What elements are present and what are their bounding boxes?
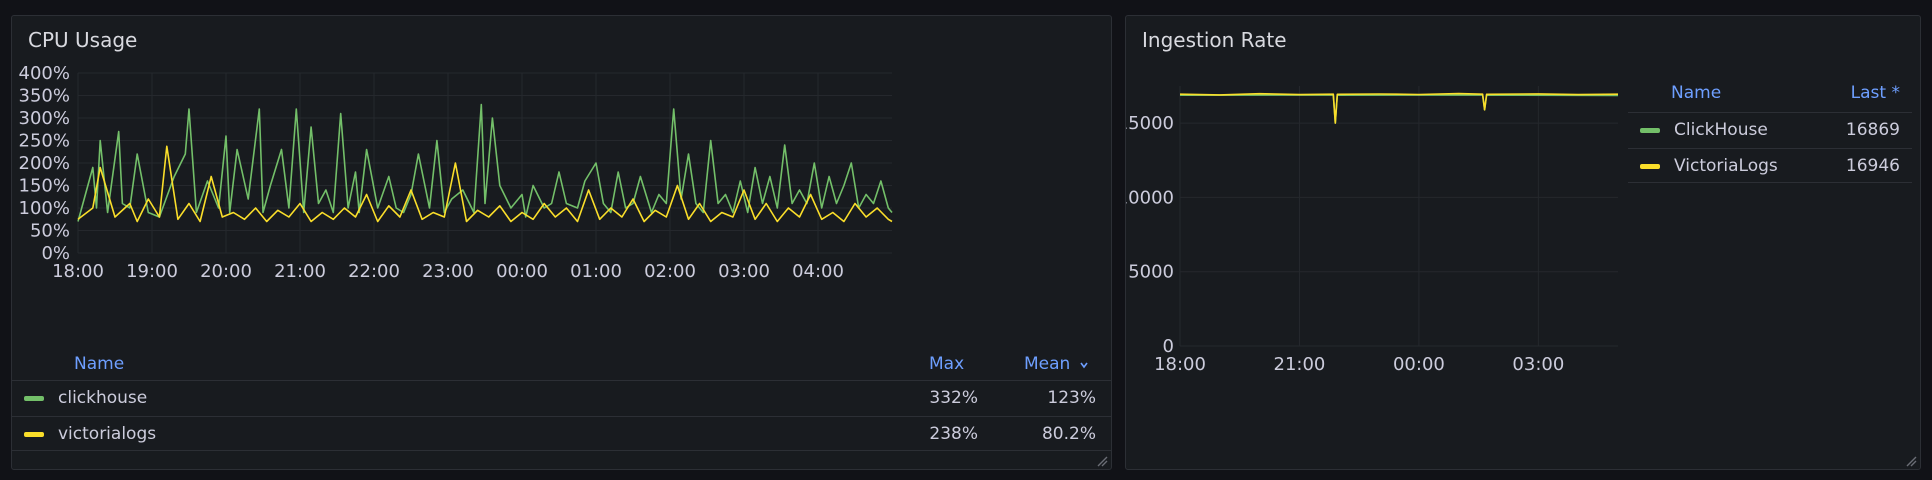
- x-tick-label: 20:00: [200, 261, 252, 282]
- legend-header-name[interactable]: Name: [74, 354, 125, 374]
- y-tick-label: 350%: [19, 86, 70, 107]
- y-tick-label: 300%: [19, 108, 70, 129]
- y-tick-label: 0%: [41, 243, 70, 264]
- y-tick-label: 150%: [19, 176, 70, 197]
- panel-title[interactable]: CPU Usage: [28, 28, 138, 52]
- ingestion-rate-chart[interactable]: 0 5000 10000 15000 18:00 21:00 00:00 03:00: [1126, 16, 1636, 470]
- series-name: victorialogs: [58, 424, 157, 444]
- legend-header-name[interactable]: Name: [1671, 83, 1722, 103]
- y-tick-label: 5000: [1128, 262, 1174, 283]
- y-tick-label: 0: [1163, 336, 1174, 357]
- legend-row-victorialogs[interactable]: victorialogs 238% 80.2%: [12, 416, 1111, 451]
- cpu-usage-panel[interactable]: CPU Usage 0% 50% 100% 150% 200% 250% 300% 350% 4…: [11, 15, 1112, 470]
- legend-header-mean[interactable]: Mean: [1024, 354, 1088, 374]
- y-tick-label: 50%: [30, 221, 70, 242]
- panel-resize-handle[interactable]: [1094, 452, 1108, 467]
- y-tick-label: 200%: [19, 153, 70, 174]
- x-tick-label: 18:00: [52, 261, 104, 282]
- legend-row-clickhouse[interactable]: ClickHouse 16869: [1628, 112, 1912, 147]
- series-color-swatch[interactable]: [24, 432, 44, 437]
- legend-header-mean-label: Mean: [1024, 354, 1071, 374]
- legend-header-max[interactable]: Max: [929, 354, 965, 374]
- series-line-clickhouse[interactable]: [77, 103, 893, 222]
- legend-header-last[interactable]: Last *: [1850, 83, 1900, 103]
- series-line-victorialogs[interactable]: [1179, 92, 1619, 124]
- series-mean: 123%: [1047, 388, 1096, 408]
- series-line-clickhouse[interactable]: [1179, 94, 1619, 124]
- x-tick-label: 03:00: [1512, 354, 1564, 375]
- legend-row-victorialogs[interactable]: VictoriaLogs 16946: [1628, 148, 1912, 183]
- x-tick-label: 19:00: [126, 261, 178, 282]
- series-mean: 80.2%: [1041, 424, 1096, 444]
- series-color-swatch[interactable]: [1640, 164, 1660, 169]
- panel-resize-handle[interactable]: [1903, 452, 1917, 467]
- x-tick-label: 23:00: [422, 261, 474, 282]
- x-tick-label: 22:00: [348, 261, 400, 282]
- x-tick-label: 18:00: [1154, 354, 1206, 375]
- y-tick-label: 10000: [1126, 187, 1174, 208]
- series-max: 238%: [929, 424, 978, 444]
- panel-title[interactable]: Ingestion Rate: [1142, 28, 1287, 52]
- x-tick-label: 00:00: [1393, 354, 1445, 375]
- x-tick-label: 04:00: [792, 261, 844, 282]
- series-line-victorialogs[interactable]: [77, 145, 893, 223]
- y-tick-label: 100%: [19, 198, 70, 219]
- legend-row-clickhouse[interactable]: clickhouse 332% 123%: [12, 380, 1111, 415]
- x-tick-label: 00:00: [496, 261, 548, 282]
- sort-chevron-down-icon: [1080, 354, 1088, 369]
- x-tick-label: 21:00: [274, 261, 326, 282]
- series-name: VictoriaLogs: [1674, 156, 1778, 176]
- x-tick-label: 03:00: [718, 261, 770, 282]
- cpu-usage-chart[interactable]: 0%50%100%150%200%250%300%350%400% 18:00 19…: [12, 16, 1112, 356]
- y-tick-label: 15000: [1126, 113, 1174, 134]
- series-last: 16946: [1845, 156, 1900, 176]
- y-tick-label: 400%: [19, 63, 70, 84]
- series-name: clickhouse: [58, 388, 148, 408]
- series-color-swatch[interactable]: [24, 396, 44, 401]
- ingestion-rate-panel[interactable]: Ingestion Rate 0 5000 10000 15000 18:00 21:00…: [1125, 15, 1921, 470]
- series-last: 16869: [1845, 120, 1900, 140]
- series-color-swatch[interactable]: [1640, 128, 1660, 133]
- x-tick-label: 01:00: [570, 261, 622, 282]
- series-name: ClickHouse: [1674, 120, 1768, 140]
- x-tick-label: 21:00: [1274, 354, 1326, 375]
- y-tick-label: 250%: [19, 131, 70, 152]
- series-max: 332%: [929, 388, 978, 408]
- x-tick-label: 02:00: [644, 261, 696, 282]
